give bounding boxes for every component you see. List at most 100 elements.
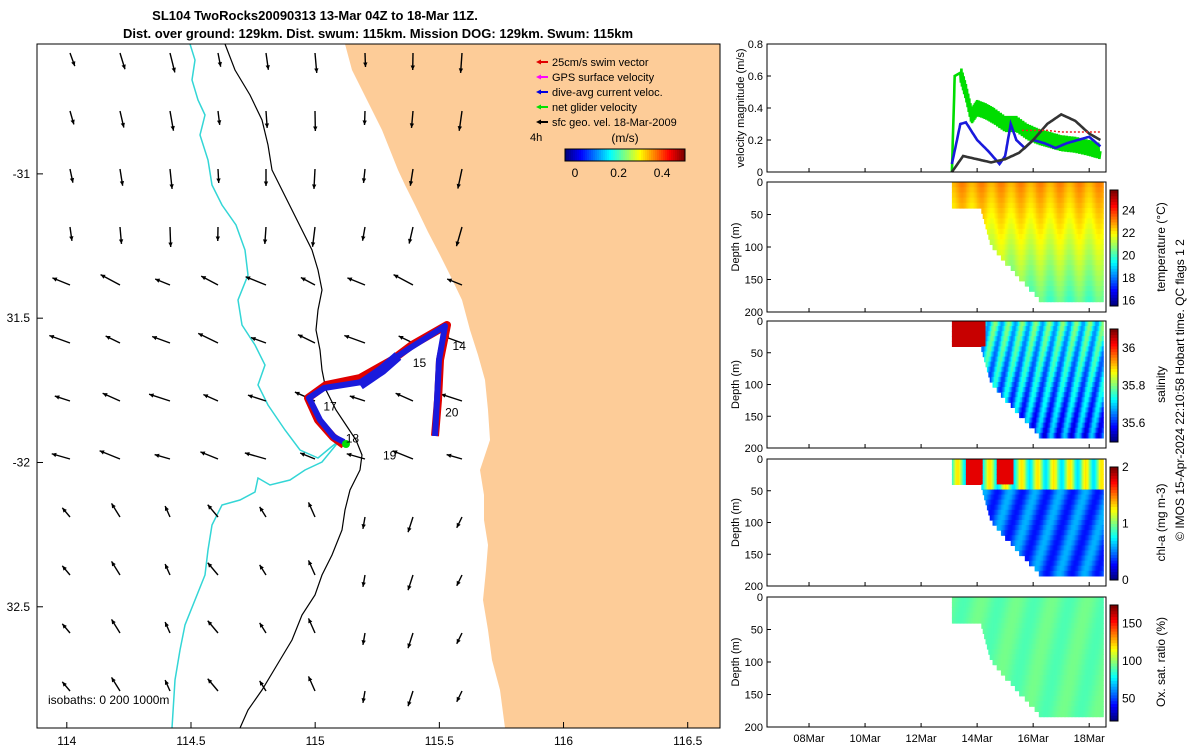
heat-cell <box>1102 286 1104 292</box>
ytick-label: 0.6 <box>748 71 763 83</box>
colorbar-swatch <box>1110 405 1118 408</box>
heat-cell <box>1102 326 1104 332</box>
colorbar-tick-label: 24 <box>1122 203 1136 217</box>
colorbar-swatch <box>1110 271 1118 274</box>
heat-cell <box>1102 372 1104 378</box>
ytick-label: 50 <box>751 210 763 222</box>
colorbar-swatch <box>1110 292 1118 295</box>
legend-item: sfc geo. vel. 18-Mar-2009 <box>536 117 677 129</box>
heat-cell <box>1102 234 1104 240</box>
colorbar-swatch <box>1110 425 1118 428</box>
colorbar-swatch <box>1110 283 1118 286</box>
colorbar-swatch <box>1110 380 1118 383</box>
heat-cell <box>1102 362 1104 368</box>
heat-cell <box>1102 203 1104 209</box>
ytick-label: 100 <box>745 242 763 254</box>
colorbar-swatch <box>1110 357 1118 360</box>
heat-cell <box>1102 382 1104 388</box>
heat-cell <box>1102 224 1104 230</box>
colorbar-swatch <box>1110 205 1118 208</box>
heat-cell <box>1102 296 1104 302</box>
heat-cell <box>1102 281 1104 287</box>
legend-label: sfc geo. vel. 18-Mar-2009 <box>552 117 677 129</box>
heat-cell <box>1102 433 1104 439</box>
map-xtick-label: 115 <box>306 734 325 748</box>
heat-cell <box>1102 250 1104 256</box>
colorbar-label: temperature (°C) <box>1154 202 1168 292</box>
heat-cell <box>1102 341 1104 347</box>
colorbar-tick-label: 18 <box>1122 271 1136 285</box>
heat-cell <box>1102 192 1104 198</box>
colorbar-swatch <box>1110 300 1118 303</box>
heat-cell <box>1102 418 1104 424</box>
heat-cell <box>1102 265 1104 271</box>
legend-item: net glider velocity <box>536 102 637 114</box>
heat-cell <box>1102 346 1104 352</box>
heat-cell <box>1102 260 1104 266</box>
heat-cell <box>1102 387 1104 393</box>
ylabel: Depth (m) <box>730 223 742 272</box>
colorbar-swatch <box>1110 225 1118 228</box>
legend-label: net glider velocity <box>552 102 637 114</box>
colorbar-swatch <box>1110 234 1118 237</box>
heat-cell <box>1102 291 1104 297</box>
colorbar-swatch <box>1110 196 1118 199</box>
colorbar-units: (m/s) <box>611 131 638 145</box>
colorbar-swatch <box>1110 394 1118 397</box>
colorbar-swatch <box>1110 213 1118 216</box>
colorbar-swatch <box>1110 277 1118 280</box>
day-label: 14 <box>453 339 467 353</box>
ylabel: Depth (m) <box>730 360 742 409</box>
heat-cell <box>1102 270 1104 276</box>
day-label: 18 <box>346 431 360 445</box>
series-line <box>952 69 1101 172</box>
heat-cell <box>1102 218 1104 224</box>
day-label: 19 <box>383 449 397 463</box>
isobaths-label: isobaths: 0 200 1000m <box>48 693 169 707</box>
colorbar-swatch <box>1110 294 1118 297</box>
colorbar-tick-label: 20 <box>1122 248 1136 262</box>
legend-label: dive-avg current veloc. <box>552 87 663 99</box>
colorbar-swatch <box>1110 245 1118 248</box>
panel-frame <box>767 44 1106 172</box>
colorbar-swatch <box>1110 216 1118 219</box>
colorbar-swatch <box>1110 190 1118 193</box>
heat-cell <box>1102 392 1104 398</box>
colorbar-swatch <box>1110 268 1118 271</box>
day-label: 15 <box>413 356 427 370</box>
colorbar-swatch <box>1110 242 1118 245</box>
heat-cell <box>1102 402 1104 408</box>
colorbar-swatch <box>1110 199 1118 202</box>
heat-cell <box>1102 239 1104 245</box>
colorbar-swatch <box>1110 349 1118 352</box>
colorbar-label: salinity <box>1154 366 1168 403</box>
colorbar-swatch <box>1110 228 1118 231</box>
ytick-label: 150 <box>745 275 763 287</box>
legend-label: GPS surface velocity <box>552 72 655 84</box>
colorbar-tick-label: 0 <box>572 166 579 180</box>
colorbar-tick-label: 0.2 <box>610 166 627 180</box>
ylabel: velocity magnitude (m/s) <box>735 48 747 167</box>
colorbar-swatch <box>1110 436 1118 439</box>
heat-cell <box>1102 321 1104 327</box>
heat-cell <box>1102 198 1104 204</box>
heat-cell <box>1102 407 1104 413</box>
ytick-label: 0.2 <box>748 135 763 147</box>
heat-cell <box>1102 331 1104 337</box>
heat-cell <box>1102 208 1104 214</box>
colorbar-swatch <box>1110 289 1118 292</box>
heat-cell <box>1102 255 1104 261</box>
colorbar-tick-label: 36 <box>1122 341 1136 355</box>
map-ytick-label: 32.5 <box>7 600 31 614</box>
map-xtick-label: 116 <box>554 734 573 748</box>
ytick-label: 100 <box>745 380 763 392</box>
colorbar-swatch <box>1110 369 1118 372</box>
colorbar-swatch <box>1110 338 1118 341</box>
ytick-label: 0.8 <box>748 39 763 51</box>
colorbar-swatch <box>1110 231 1118 234</box>
